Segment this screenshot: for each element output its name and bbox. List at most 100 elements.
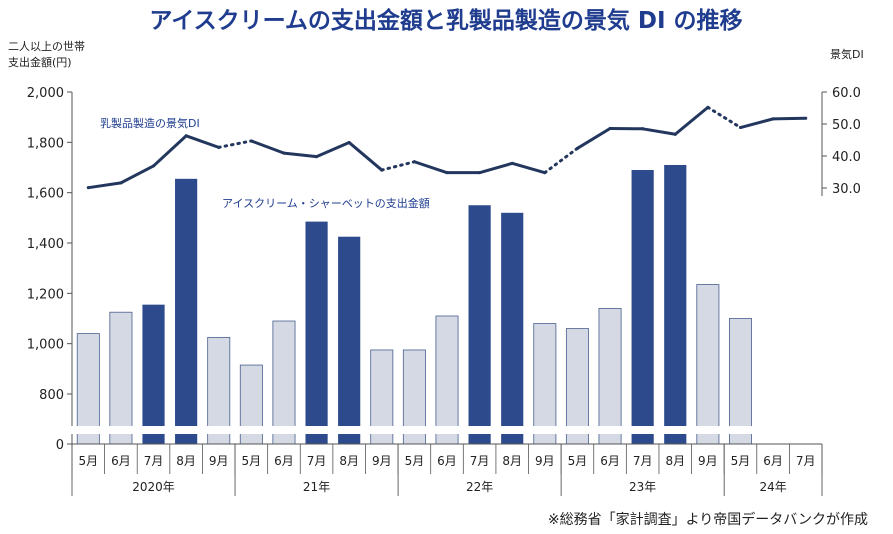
bar-series (76, 164, 752, 445)
x-tick-label: 8月 (665, 454, 685, 468)
left-tick-label: 1,600 (27, 187, 64, 202)
x-tick-label: 5月 (568, 454, 588, 468)
line-point (510, 161, 514, 165)
right-tick-label: 30.0 (832, 182, 861, 197)
line-point (315, 155, 319, 159)
line-segment (152, 134, 188, 168)
left-axis-title-line2: 支出金額(円) (8, 55, 72, 69)
line-point (738, 126, 742, 130)
line-segment (543, 146, 579, 175)
bar (728, 318, 752, 445)
line-point (217, 145, 221, 149)
x-tick-label: 9月 (209, 454, 229, 468)
line-segment (249, 139, 286, 155)
line-point (380, 168, 384, 172)
line-point (119, 181, 123, 185)
x-tick-label: 7月 (470, 454, 490, 468)
x-tick-label: 7月 (307, 454, 327, 468)
x-tick-label: 6月 (274, 454, 294, 468)
line-segment (673, 105, 710, 136)
line-segment (86, 181, 123, 190)
x-tick-label: 8月 (339, 454, 359, 468)
year-label: 21年 (303, 480, 330, 494)
bar (109, 311, 133, 445)
bar (468, 205, 491, 444)
bar (435, 315, 459, 445)
bar-series-label: アイスクリーム・シャーベットの支出金額 (222, 196, 430, 210)
bar (664, 164, 687, 444)
left-tick-label: 1,200 (27, 287, 64, 302)
line-series (86, 105, 808, 190)
line-segment (478, 161, 514, 175)
line-point (249, 139, 253, 143)
line-segment (347, 141, 384, 172)
x-tick-label: 6月 (600, 454, 620, 468)
bar (598, 308, 622, 445)
line-point (445, 171, 449, 175)
year-label: 2020年 (132, 480, 175, 494)
x-tick-label: 7月 (796, 454, 816, 468)
bar (175, 178, 198, 444)
line-point (86, 186, 90, 190)
x-axis: 5月 6月 7月 8月 9月 5月 6月 7月 8月 9月 5月 6月 7月 8月 9月 5月 6月 7月 8月 9月… (71, 443, 823, 496)
x-tick-label: 6月 (111, 454, 131, 468)
bar (272, 320, 296, 445)
chart-title: アイスクリームの支出金額と乳製品製造の景気 DI の推移 (149, 7, 742, 34)
right-axis-title: 景気DI (830, 47, 864, 61)
left-axis-title-line1: 二人以上の世帯 (8, 40, 85, 53)
line-segment (217, 139, 253, 149)
line-segment (282, 151, 319, 159)
x-tick-label: 8月 (176, 454, 196, 468)
x-tick-label: 5月 (731, 454, 751, 468)
line-segment (510, 161, 547, 175)
x-tick-label: 6月 (763, 454, 783, 468)
line-segment (738, 117, 775, 130)
year-label: 23年 (629, 480, 656, 494)
line-point (347, 141, 351, 145)
x-tick-label: 7月 (633, 454, 653, 468)
plot-area (71, 92, 823, 445)
x-tick-label: 9月 (372, 454, 392, 468)
line-point (608, 126, 612, 130)
source-note: ※総務省「家計調査」より帝国データバンクが作成 (548, 511, 868, 528)
axis-break (71, 426, 761, 434)
x-tick-label: 5月 (242, 454, 262, 468)
left-tick-label: 1,800 (27, 136, 64, 151)
x-tick-label: 7月 (144, 454, 164, 468)
line-point (804, 116, 808, 120)
left-tick-label: 2,000 (27, 86, 64, 101)
x-tick-label: 9月 (535, 454, 555, 468)
right-axis: 60.0 50.0 40.0 30.0 (822, 86, 861, 197)
line-segment (641, 127, 677, 136)
line-segment (412, 160, 449, 175)
line-point (478, 171, 482, 175)
x-tick-label: 5月 (405, 454, 425, 468)
right-tick-label: 60.0 (832, 86, 861, 101)
left-tick-label: 1,000 (27, 338, 64, 353)
left-tick-label: 1,400 (27, 237, 64, 252)
line-point (771, 117, 775, 121)
line-point (706, 105, 710, 109)
x-tick-label: 9月 (698, 454, 718, 468)
x-tick-label: 8月 (502, 454, 522, 468)
left-tick-label: 0 (56, 438, 64, 453)
line-series-label: 乳製品製造の景気DI (100, 116, 200, 130)
line-segment (771, 116, 808, 121)
line-point (641, 127, 645, 131)
year-label: 24年 (759, 480, 786, 494)
right-tick-label: 40.0 (832, 150, 861, 165)
bar (142, 304, 165, 444)
bar (533, 323, 557, 445)
bar (631, 170, 654, 444)
line-point (575, 146, 579, 150)
line-point (152, 164, 156, 168)
line-point (543, 171, 547, 175)
line-point (184, 134, 188, 138)
line-segment (706, 105, 742, 130)
line-point (412, 160, 416, 164)
left-axis: 2,000 1,800 1,600 1,400 1,200 1,000 800 0 (27, 86, 72, 453)
line-segment (119, 164, 156, 185)
x-tick-label: 6月 (437, 454, 457, 468)
x-tick-label: 5月 (78, 454, 98, 468)
